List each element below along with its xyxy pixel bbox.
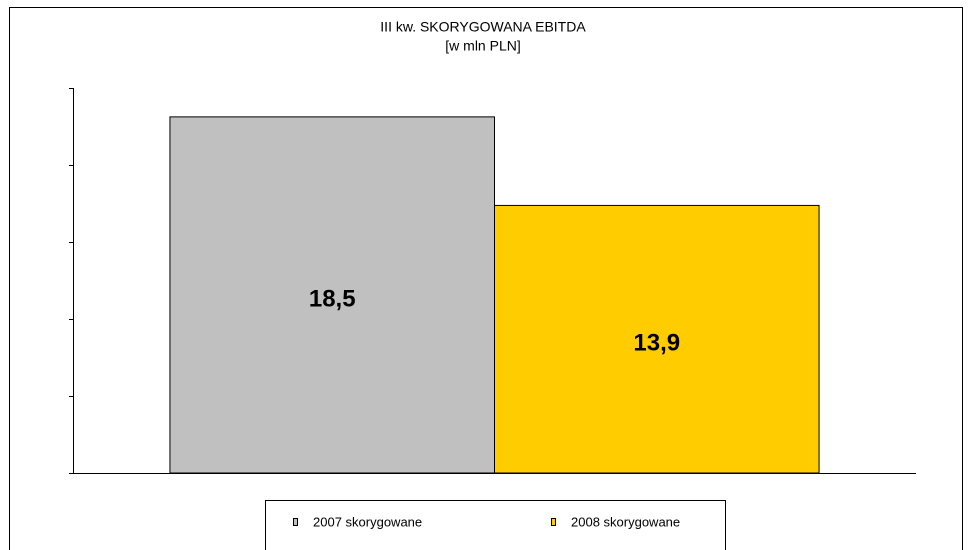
bar xyxy=(169,116,495,474)
legend-label: 2008 skorygowane xyxy=(571,514,680,529)
bar xyxy=(494,204,820,474)
data-label: 13,9 xyxy=(633,330,680,357)
chart-title: III kw. SKORYGOWANA EBITDA xyxy=(380,19,586,35)
legend-label: 2007 skorygowane xyxy=(313,514,422,529)
data-label: 18,5 xyxy=(309,285,356,312)
legend-swatch xyxy=(293,518,298,526)
legend-box xyxy=(265,500,726,550)
chart-subtitle: [w mln PLN] xyxy=(445,38,520,54)
legend-swatch xyxy=(551,518,556,526)
